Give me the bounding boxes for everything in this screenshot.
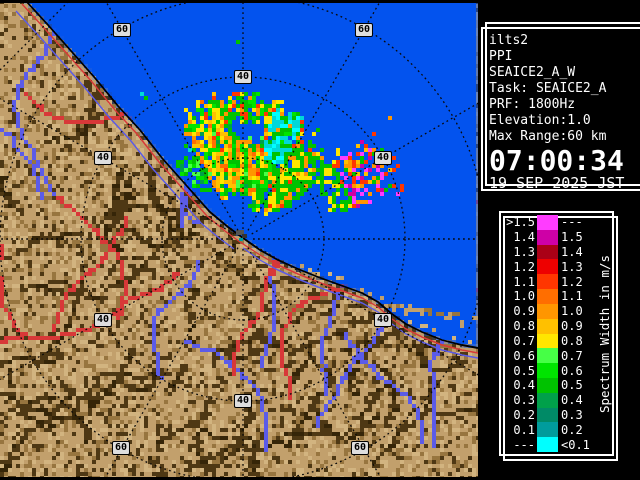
legend-row: 0.9 1.0: [501, 303, 593, 319]
legend-lower-bound: 0.2: [561, 422, 583, 437]
legend-row: 1.4 1.5: [501, 229, 593, 245]
legend-row: 0.3 0.4: [501, 392, 593, 408]
legend-lower-bound: 1.3: [561, 259, 583, 274]
legend-upper-bound: ---: [513, 437, 535, 452]
legend-title: Spectrum Width in m/s: [597, 254, 612, 413]
legend-upper-bound: 0.1: [513, 422, 535, 437]
legend-upper-bound: 0.8: [513, 319, 535, 334]
legend-upper-bound: 0.7: [513, 333, 535, 348]
legend-lower-bound: 0.5: [561, 378, 583, 393]
prf-value: PRF: 1800Hz: [489, 97, 576, 112]
legend-upper-bound: 0.5: [513, 363, 535, 378]
legend-row: 0.4 0.5: [501, 377, 593, 393]
legend-lower-bound: 0.9: [561, 319, 583, 334]
range-ring-label: 60: [111, 441, 131, 455]
legend-lower-bound: 0.4: [561, 393, 583, 408]
legend-upper-bound: 0.6: [513, 348, 535, 363]
legend-color-swatch: [537, 244, 558, 260]
legend-upper-bound: 0.3: [513, 393, 535, 408]
legend-lower-bound: ---: [561, 215, 583, 230]
legend-lower-bound: 0.8: [561, 333, 583, 348]
legend-row: >1.5 ---: [501, 215, 593, 230]
legend-row: 1.3 1.4: [501, 244, 593, 260]
range-ring-label: 60: [112, 23, 132, 37]
legend-upper-bound: >1.5: [506, 215, 535, 230]
legend-color-swatch: [537, 215, 558, 230]
range-ring-label: 40: [233, 70, 253, 84]
legend-color-swatch: [537, 303, 558, 319]
legend-row: --- <0.1: [501, 437, 593, 452]
legend-lower-bound: 0.6: [561, 363, 583, 378]
clock-time: 07:00:34: [489, 144, 624, 177]
legend-color-swatch: [537, 318, 558, 334]
legend-row: 0.5 0.6: [501, 363, 593, 378]
legend-upper-bound: 0.4: [513, 378, 535, 393]
legend-upper-bound: 1.2: [513, 259, 535, 274]
legend-upper-bound: 1.1: [513, 274, 535, 289]
legend-color-swatch: [537, 363, 558, 378]
range-ring-label: 40: [93, 313, 113, 327]
legend-color-swatch: [537, 437, 558, 452]
range-ring-label: 60: [354, 23, 374, 37]
legend-lower-bound: 1.1: [561, 289, 583, 304]
legend-color-swatch: [537, 259, 558, 275]
legend-upper-bound: 1.3: [513, 245, 535, 260]
legend-lower-bound: 1.4: [561, 245, 583, 260]
range-ring-label: 40: [93, 151, 113, 165]
radar-info-panel: ilts2 PPI SEAICE2_A_W Task: SEAICE2_A PR…: [481, 27, 640, 192]
legend-upper-bound: 1.4: [513, 230, 535, 245]
legend-lower-bound: 1.2: [561, 274, 583, 289]
legend-lower-bound: 0.7: [561, 348, 583, 363]
task-name: Task: SEAICE2_A: [489, 81, 607, 96]
legend-color-swatch: [537, 274, 558, 290]
legend-color-swatch: [537, 348, 558, 364]
legend-row: 0.7 0.8: [501, 333, 593, 349]
legend-color-swatch: [537, 377, 558, 393]
legend-row: 1.2 1.3: [501, 259, 593, 275]
legend-lower-bound: 1.5: [561, 230, 583, 245]
range-ring-label: 40: [373, 151, 393, 165]
range-ring-label: 60: [350, 441, 370, 455]
legend-lower-bound: 1.0: [561, 304, 583, 319]
clock-date: 19 SEP 2025 JST: [489, 174, 625, 192]
legend-upper-bound: 0.9: [513, 304, 535, 319]
legend-lower-bound: <0.1: [561, 437, 590, 452]
legend-color-swatch: [537, 229, 558, 245]
legend-row: 0.2 0.3: [501, 407, 593, 423]
legend-row: 0.8 0.9: [501, 318, 593, 334]
legend-color-scale: >1.5 --- 1.4 1.5 1.3 1.4 1.2 1.3 1.1 1.2 1.0 1.1 0.9…: [501, 215, 593, 452]
legend-upper-bound: 1.0: [513, 289, 535, 304]
legend-upper-bound: 0.2: [513, 407, 535, 422]
range-ring-label: 40: [233, 394, 253, 408]
scan-mode: PPI: [489, 49, 513, 64]
legend-color-swatch: [537, 289, 558, 304]
spectrum-width-legend: >1.5 --- 1.4 1.5 1.3 1.4 1.2 1.3 1.1 1.2 1.0 1.1 0.9…: [499, 211, 614, 456]
site-id: ilts2: [489, 33, 529, 48]
legend-row: 1.1 1.2: [501, 274, 593, 290]
legend-color-swatch: [537, 392, 558, 408]
product-name: SEAICE2_A_W: [489, 65, 576, 80]
legend-color-swatch: [537, 422, 558, 438]
range-ring-label: 40: [373, 313, 393, 327]
legend-color-swatch: [537, 333, 558, 349]
legend-color-swatch: [537, 407, 558, 423]
legend-row: 0.1 0.2: [501, 422, 593, 438]
elevation-value: Elevation:1.0: [489, 113, 591, 128]
legend-row: 0.6 0.7: [501, 348, 593, 364]
max-range-value: Max Range:60 km: [489, 129, 607, 144]
legend-lower-bound: 0.3: [561, 407, 583, 422]
radar-map-display: 40 40 40 40 40 40 60 60 60 60: [0, 0, 478, 480]
legend-row: 1.0 1.1: [501, 289, 593, 304]
